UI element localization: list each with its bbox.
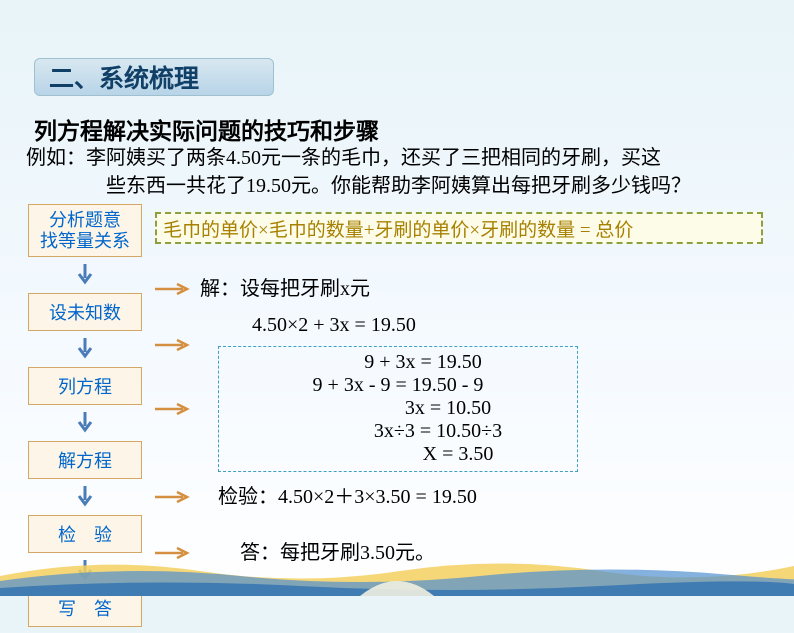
arrow-down-icon — [28, 485, 142, 509]
eq2: 9 + 3x = 19.50 — [237, 351, 559, 374]
flow-step-list: 列方程 — [28, 367, 142, 405]
subtitle: 列方程解决实际问题的技巧和步骤 — [34, 112, 379, 146]
flow-step-solve: 解方程 — [28, 441, 142, 479]
arrow-right-icon — [155, 402, 191, 416]
solve-box: 9 + 3x = 19.50 9 + 3x - 9 = 19.50 - 9 3x… — [218, 346, 578, 472]
solution-check: 检验：4.50×2＋3×3.50 = 19.50 — [218, 480, 477, 509]
flow-step-analyze: 分析题意 找等量关系 — [28, 204, 142, 257]
arrow-right-icon — [155, 338, 191, 352]
arrow-down-icon — [28, 337, 142, 361]
arrow-right-icon — [155, 282, 191, 296]
example-text: 例如：李阿姨买了两条4.50元一条的毛巾，还买了三把相同的牙刷，买这 些东西一共… — [26, 144, 691, 200]
arrow-right-icon — [155, 490, 191, 504]
example-line2: 些东西一共花了19.50元。你能帮助李阿姨算出每把牙刷多少钱吗？ — [26, 172, 691, 200]
wave-decoration — [0, 546, 794, 596]
eq1: 4.50×2 + 3x = 19.50 — [252, 314, 416, 337]
solution-set: 解：设每把牙刷x元 — [200, 272, 370, 301]
example-line1: 例如：李阿姨买了两条4.50元一条的毛巾，还买了三把相同的牙刷，买这 — [26, 144, 691, 172]
eq4: 3x = 10.50 — [237, 397, 559, 420]
formula-box: 毛巾的单价×毛巾的数量+牙刷的单价×牙刷的数量 = 总价 — [155, 212, 763, 244]
eq5: 3x÷3 = 10.50÷3 — [237, 420, 559, 443]
section-header: 二、系统梳理 — [34, 58, 274, 96]
eq6: X = 3.50 — [237, 443, 559, 466]
eq3: 9 + 3x - 9 = 19.50 - 9 — [237, 374, 559, 397]
flow-step-set: 设未知数 — [28, 293, 142, 331]
arrow-down-icon — [28, 411, 142, 435]
arrow-down-icon — [28, 263, 142, 287]
